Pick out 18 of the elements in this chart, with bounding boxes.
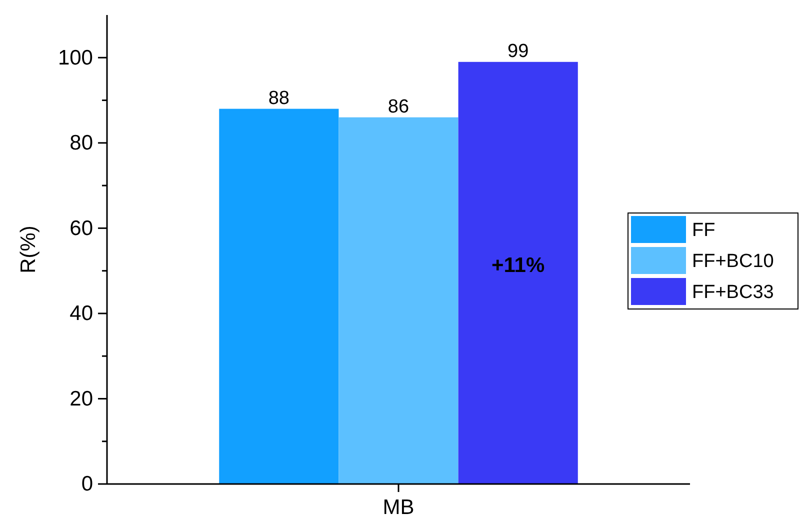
legend-label: FF+BC10 xyxy=(692,251,774,272)
y-tick-label: 60 xyxy=(70,216,93,240)
y-tick-label: 0 xyxy=(81,472,93,496)
data-label: 88 xyxy=(268,88,290,109)
bar xyxy=(219,108,339,484)
y-tick-label: 80 xyxy=(70,132,93,155)
x-tick-label: MB xyxy=(382,496,414,519)
y-tick-label: 20 xyxy=(70,387,93,410)
annotation: +11% xyxy=(492,254,545,277)
y-tick-label: 40 xyxy=(70,302,93,326)
bar xyxy=(338,117,458,484)
y-tick-label: 100 xyxy=(58,46,93,70)
bar xyxy=(458,62,578,484)
legend-label: FF+BC33 xyxy=(692,282,774,304)
data-label: 86 xyxy=(388,96,410,118)
y-axis-title: R(%) xyxy=(17,226,40,274)
legend-label: FF xyxy=(692,220,716,242)
data-label: 99 xyxy=(508,40,529,62)
